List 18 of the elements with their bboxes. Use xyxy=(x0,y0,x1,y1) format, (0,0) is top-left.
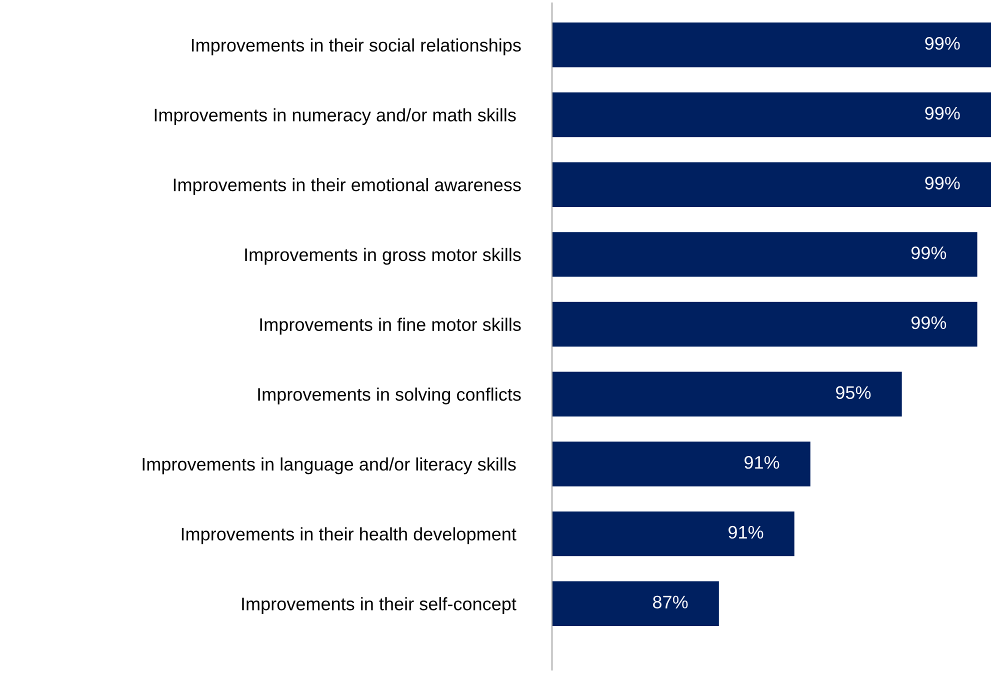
y-tick-label: Improvements in their self-concept xyxy=(242,597,516,614)
y-tick-label: Improvements in gross motor skills xyxy=(245,248,521,265)
y-tick-label: Improvements in their social relationships xyxy=(192,38,521,56)
data-label: 95% xyxy=(836,386,871,399)
y-tick-label: Improvements in fine motor skills xyxy=(260,318,521,335)
y-tick-label: Improvements in their health development xyxy=(182,527,516,544)
y-tick-label: Improvements in solving conflicts xyxy=(258,388,521,404)
data-label: 99% xyxy=(925,36,960,50)
data-label: 99% xyxy=(925,106,960,120)
data-label: 99% xyxy=(911,316,946,330)
y-tick-label: Improvements in language and/or literacy skills xyxy=(142,457,516,474)
data-label: 99% xyxy=(911,246,946,260)
y-tick-label: Improvements in their emotional awareness xyxy=(174,178,521,195)
data-label: 91% xyxy=(728,526,764,539)
data-label: 87% xyxy=(653,596,688,608)
y-tick-label: Improvements in numeracy and/or math skills xyxy=(154,108,516,126)
data-label: 91% xyxy=(744,456,780,469)
data-label: 99% xyxy=(925,176,960,190)
